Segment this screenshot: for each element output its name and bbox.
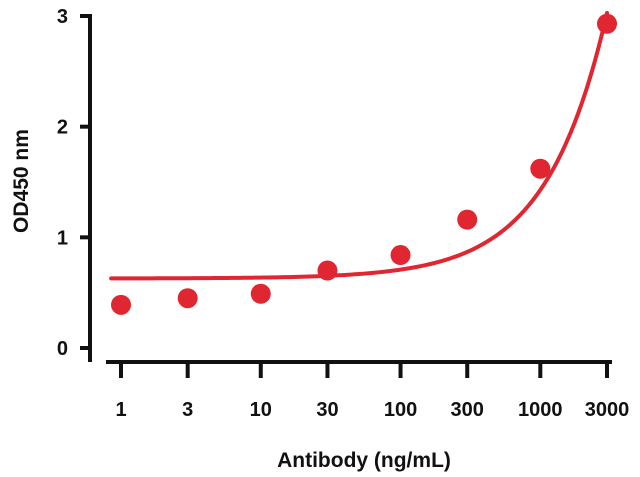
axes bbox=[88, 14, 612, 364]
y-tick-label: 0 bbox=[57, 338, 68, 360]
data-point bbox=[457, 209, 478, 230]
y-axis-title: OD450 nm bbox=[10, 129, 33, 233]
y-tick-label: 3 bbox=[57, 6, 68, 28]
data-point bbox=[530, 158, 551, 179]
x-tick-label: 30 bbox=[316, 399, 338, 421]
data-point bbox=[250, 283, 271, 304]
x-tick-label: 3000 bbox=[585, 399, 630, 421]
data-point bbox=[317, 260, 338, 281]
x-tick-label: 100 bbox=[384, 399, 417, 421]
data-points bbox=[111, 13, 617, 315]
x-tick-label: 1 bbox=[115, 399, 126, 421]
fit-curve bbox=[109, 10, 609, 281]
data-point bbox=[111, 294, 131, 315]
y-tick-label: 2 bbox=[57, 117, 68, 139]
data-point bbox=[177, 288, 198, 309]
x-tick-label: 300 bbox=[451, 399, 484, 421]
y-tick-label: 1 bbox=[57, 227, 68, 249]
x-ticks: 1 3 10 30 100 300 1000 3000 bbox=[115, 360, 629, 421]
y-ticks: 0 1 2 3 bbox=[57, 6, 92, 360]
data-point bbox=[597, 13, 617, 34]
x-tick-label: 1000 bbox=[518, 399, 563, 421]
x-tick-label: 10 bbox=[250, 399, 272, 421]
x-tick-label: 3 bbox=[182, 399, 193, 421]
data-point bbox=[390, 245, 411, 266]
x-axis-title: Antibody (ng/mL) bbox=[277, 449, 451, 472]
